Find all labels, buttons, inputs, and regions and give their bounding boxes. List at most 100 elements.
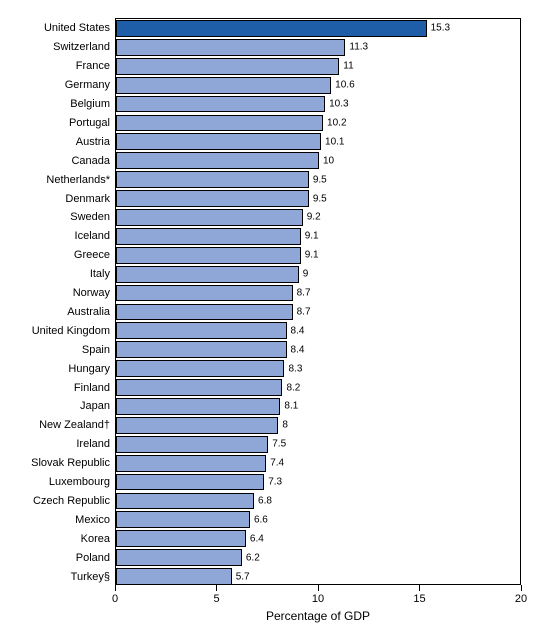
bar: [116, 417, 278, 434]
value-label: 9.1: [301, 250, 319, 261]
category-label: Finland: [74, 382, 116, 394]
value-label: 9: [299, 269, 309, 280]
bar: [116, 171, 309, 188]
value-label: 6.8: [254, 495, 272, 506]
bar: [116, 322, 287, 339]
category-label: Poland: [76, 552, 116, 564]
category-label: Ireland: [76, 438, 116, 450]
bar-row: Spain8.4: [116, 340, 520, 359]
value-label: 9.5: [309, 193, 327, 204]
gdp-bar-chart: United States15.3Switzerland11.3France11…: [115, 18, 521, 585]
bar: [116, 568, 232, 585]
bar: [116, 379, 282, 396]
x-tick: [521, 585, 522, 591]
category-label: Sweden: [70, 211, 116, 223]
category-label: Japan: [80, 400, 116, 412]
bar: [116, 152, 319, 169]
bar-row: United States15.3: [116, 19, 520, 38]
bar-row: Denmark9.5: [116, 189, 520, 208]
bar: [116, 133, 321, 150]
bar-row: Australia8.7: [116, 303, 520, 322]
x-axis-label: Percentage of GDP: [266, 609, 370, 623]
value-label: 11.3: [345, 42, 368, 53]
bar: [116, 511, 250, 528]
x-tick: [419, 585, 420, 591]
bar-row: Switzerland11.3: [116, 38, 520, 57]
value-label: 8: [278, 420, 288, 431]
bar-row: Portugal10.2: [116, 114, 520, 133]
value-label: 9.5: [309, 174, 327, 185]
bar-row: Turkey§5.7: [116, 567, 520, 586]
bar: [116, 190, 309, 207]
value-label: 10.3: [325, 99, 348, 110]
value-label: 8.7: [293, 306, 311, 317]
value-label: 8.1: [280, 401, 298, 412]
bar: [116, 455, 266, 472]
category-label: Norway: [73, 287, 116, 299]
value-label: 7.3: [264, 477, 282, 488]
value-label: 11: [339, 61, 353, 72]
bar-row: Korea6.4: [116, 529, 520, 548]
value-label: 8.7: [293, 288, 311, 299]
category-label: Austria: [76, 136, 116, 148]
category-label: Australia: [67, 306, 116, 318]
bar: [116, 493, 254, 510]
category-label: United Kingdom: [32, 325, 116, 337]
x-tick: [216, 585, 217, 591]
value-label: 8.4: [287, 344, 305, 355]
bar: [116, 247, 301, 264]
value-label: 8.4: [287, 325, 305, 336]
category-label: Turkey§: [71, 571, 116, 583]
category-label: Spain: [82, 344, 116, 356]
value-label: 6.6: [250, 514, 268, 525]
category-label: Iceland: [75, 230, 116, 242]
bar: [116, 304, 293, 321]
category-label: Canada: [71, 155, 116, 167]
value-label: 15.3: [427, 23, 450, 34]
bar: [116, 549, 242, 566]
value-label: 8.2: [282, 382, 300, 393]
bar-row: New Zealand†8: [116, 416, 520, 435]
bar: [116, 228, 301, 245]
value-label: 10: [319, 155, 334, 166]
bar-row: Mexico6.6: [116, 510, 520, 529]
category-label: Portugal: [69, 117, 116, 129]
bar: [116, 266, 299, 283]
bar-row: France11: [116, 57, 520, 76]
bar-row: Netherlands*9.5: [116, 170, 520, 189]
bar-row: Finland8.2: [116, 378, 520, 397]
bar-row: Czech Republic6.8: [116, 492, 520, 511]
category-label: Luxembourg: [49, 476, 116, 488]
value-label: 7.4: [266, 458, 284, 469]
category-label: Germany: [65, 79, 116, 91]
bar-row: Ireland7.5: [116, 435, 520, 454]
x-tick-label: 15: [413, 593, 425, 605]
value-label: 9.1: [301, 231, 319, 242]
bar: [116, 96, 325, 113]
bar-row: Italy9: [116, 265, 520, 284]
value-label: 7.5: [268, 439, 286, 450]
bar: [116, 58, 339, 75]
value-label: 6.4: [246, 533, 264, 544]
value-label: 10.2: [323, 117, 346, 128]
bar-row: Canada10: [116, 151, 520, 170]
bar: [116, 530, 246, 547]
category-label: Belgium: [70, 98, 116, 110]
bar-row: Hungary8.3: [116, 359, 520, 378]
x-tick-label: 0: [112, 593, 118, 605]
x-tick-label: 5: [213, 593, 219, 605]
bar: [116, 77, 331, 94]
category-label: Korea: [81, 533, 116, 545]
category-label: Czech Republic: [33, 495, 116, 507]
bar: [116, 285, 293, 302]
bar-row: Greece9.1: [116, 246, 520, 265]
category-label: France: [76, 60, 116, 72]
bar-row: Belgium10.3: [116, 95, 520, 114]
category-label: United States: [44, 22, 116, 34]
bar-row: Poland6.2: [116, 548, 520, 567]
category-label: Netherlands*: [46, 174, 116, 186]
value-label: 9.2: [303, 212, 321, 223]
value-label: 5.7: [232, 571, 250, 582]
value-label: 10.1: [321, 136, 344, 147]
x-tick-label: 20: [515, 593, 527, 605]
